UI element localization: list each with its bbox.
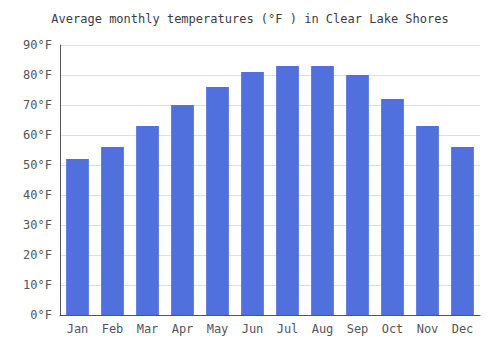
svg-text:10°F: 10°F [23, 278, 52, 292]
svg-text:Jul: Jul [277, 322, 299, 336]
svg-text:Mar: Mar [137, 322, 159, 336]
svg-text:Average monthly temperatures (: Average monthly temperatures (°F ) in Cl… [51, 12, 448, 26]
svg-text:Nov: Nov [417, 322, 439, 336]
svg-text:Apr: Apr [172, 322, 194, 336]
svg-text:Jan: Jan [67, 322, 89, 336]
svg-text:Sep: Sep [347, 322, 369, 336]
svg-text:70°F: 70°F [23, 98, 52, 112]
svg-text:90°F: 90°F [23, 38, 52, 52]
svg-text:Jun: Jun [242, 322, 264, 336]
svg-text:May: May [207, 322, 229, 336]
svg-text:Feb: Feb [102, 322, 124, 336]
svg-text:40°F: 40°F [23, 188, 52, 202]
svg-text:Dec: Dec [452, 322, 474, 336]
svg-text:30°F: 30°F [23, 218, 52, 232]
svg-text:Aug: Aug [312, 322, 334, 336]
svg-text:0°F: 0°F [30, 308, 52, 322]
svg-text:50°F: 50°F [23, 158, 52, 172]
svg-text:20°F: 20°F [23, 248, 52, 262]
svg-text:80°F: 80°F [23, 68, 52, 82]
svg-text:60°F: 60°F [23, 128, 52, 142]
svg-text:Oct: Oct [382, 322, 404, 336]
